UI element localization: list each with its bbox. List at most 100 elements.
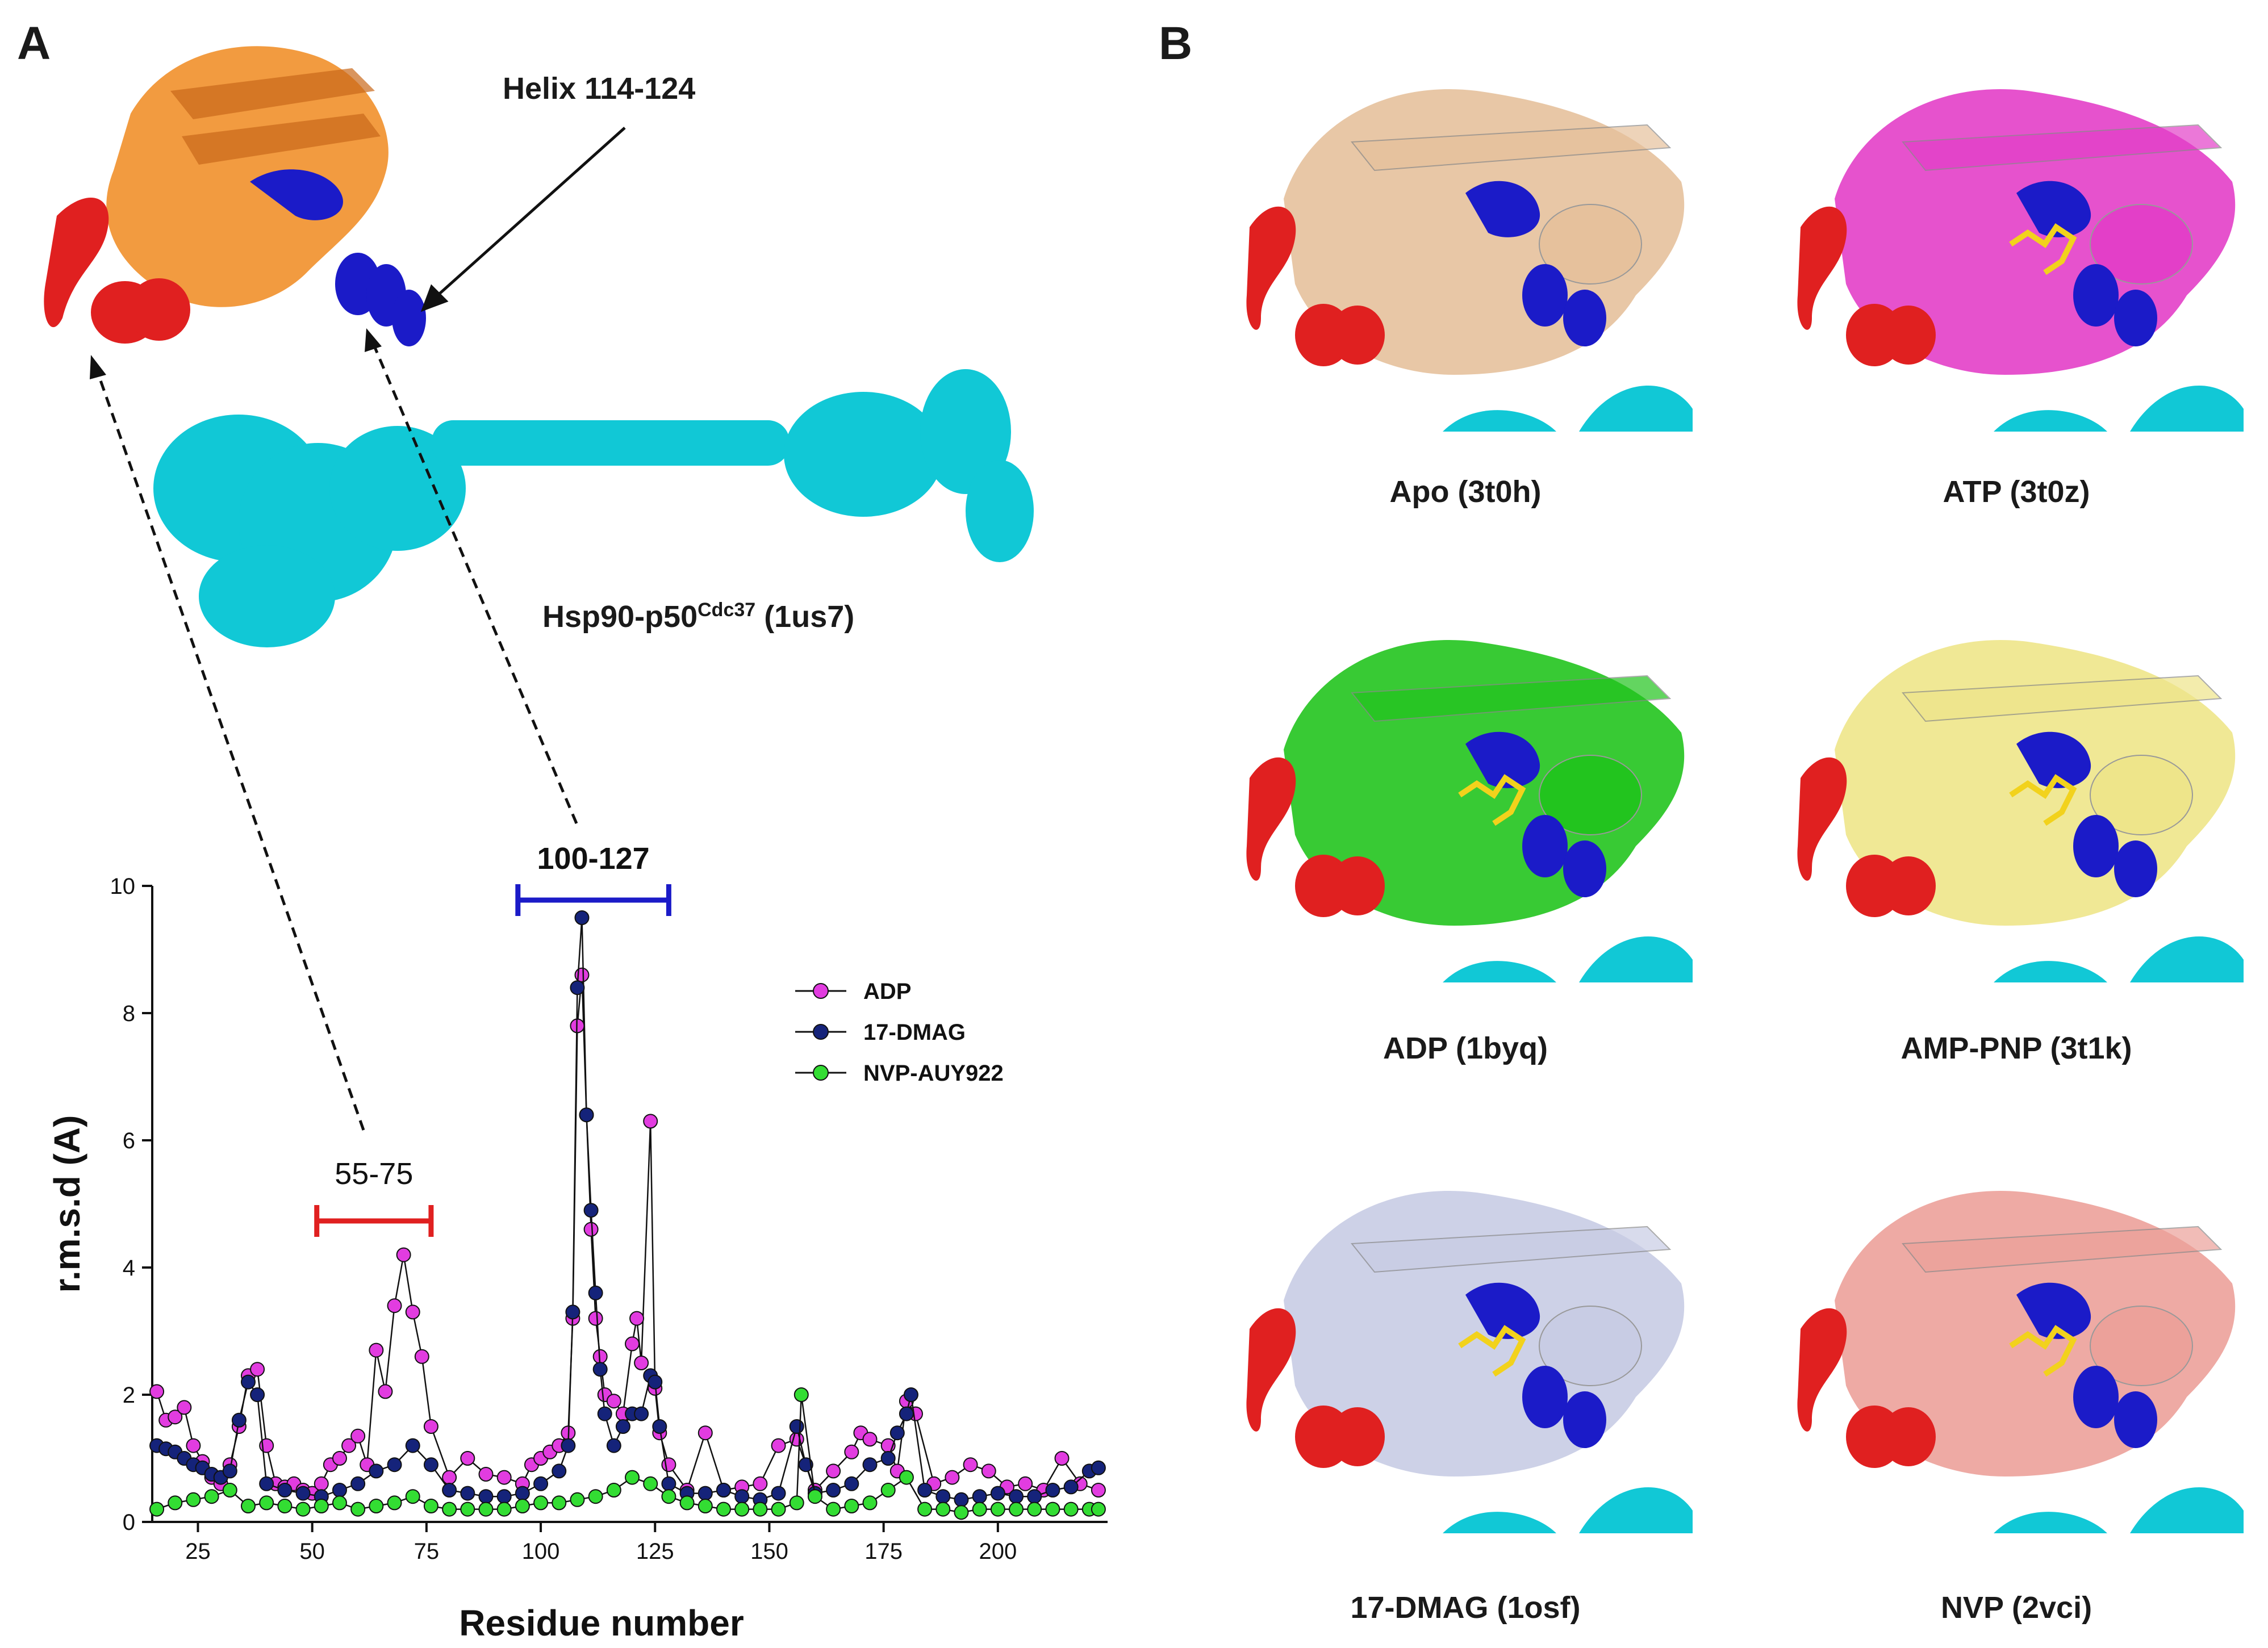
data-point bbox=[186, 1438, 201, 1453]
data-point bbox=[862, 1457, 878, 1473]
data-point bbox=[259, 1495, 274, 1511]
data-point bbox=[917, 1483, 933, 1498]
data-point bbox=[168, 1409, 183, 1425]
dashed-arrow-red bbox=[95, 369, 365, 1131]
x-tick-label: 50 bbox=[299, 1539, 325, 1564]
data-point bbox=[277, 1483, 293, 1498]
blue-helix-top bbox=[1465, 731, 1540, 788]
side-helix bbox=[2090, 204, 2193, 285]
data-point bbox=[314, 1499, 329, 1513]
data-point bbox=[862, 1432, 878, 1447]
data-point bbox=[574, 910, 590, 925]
data-point bbox=[396, 1247, 411, 1262]
y-tick-label: 0 bbox=[123, 1510, 135, 1535]
beta-sheet bbox=[1351, 675, 1672, 722]
data-point bbox=[341, 1438, 357, 1453]
thumbnail-3 bbox=[1797, 639, 2244, 982]
data-point bbox=[615, 1419, 630, 1434]
data-point bbox=[478, 1489, 494, 1504]
data-point bbox=[442, 1483, 457, 1498]
thumbnail-2 bbox=[1246, 639, 1693, 982]
data-point bbox=[250, 1387, 265, 1402]
helix-arrow bbox=[420, 127, 626, 312]
cyan-helix-2 bbox=[2130, 386, 2244, 432]
data-point bbox=[826, 1501, 841, 1517]
data-point bbox=[460, 1486, 475, 1501]
data-point bbox=[241, 1499, 256, 1513]
cyan-helix-1 bbox=[1443, 961, 1556, 982]
data-point bbox=[583, 1222, 599, 1237]
range-blue-label: 100-127 bbox=[537, 842, 650, 876]
data-point bbox=[1027, 1489, 1042, 1504]
x-tick-label: 125 bbox=[636, 1539, 674, 1564]
caption-amppnp: AMP-PNP (3t1k) bbox=[1901, 1031, 2132, 1065]
data-point bbox=[652, 1419, 667, 1434]
data-point bbox=[241, 1374, 256, 1390]
data-point bbox=[588, 1311, 603, 1326]
data-point bbox=[990, 1486, 1005, 1501]
data-point bbox=[332, 1451, 347, 1466]
beta-sheet bbox=[1902, 1225, 2223, 1273]
data-point bbox=[606, 1394, 621, 1409]
data-point bbox=[889, 1425, 905, 1441]
red-loop bbox=[1246, 1308, 1296, 1432]
x-tick-label: 150 bbox=[750, 1539, 788, 1564]
data-point bbox=[597, 1406, 612, 1421]
data-point bbox=[661, 1457, 676, 1473]
blue-helix-b bbox=[2114, 840, 2157, 897]
data-point bbox=[186, 1492, 201, 1507]
data-point bbox=[1091, 1483, 1106, 1498]
caption-atp: ATP (3t0z) bbox=[1943, 475, 2090, 509]
data-point bbox=[917, 1501, 933, 1517]
complex-label: Hsp90-p50Cdc37 (1us7) bbox=[542, 599, 854, 634]
data-point bbox=[862, 1495, 878, 1511]
side-helix bbox=[2090, 1306, 2193, 1386]
data-point bbox=[369, 1499, 384, 1513]
data-point bbox=[643, 1114, 658, 1129]
data-point bbox=[753, 1476, 768, 1491]
data-point bbox=[149, 1501, 165, 1517]
data-point bbox=[972, 1489, 987, 1504]
blue-helix-top bbox=[2016, 731, 2091, 788]
data-point bbox=[515, 1499, 530, 1513]
y-tick-label: 4 bbox=[123, 1256, 135, 1281]
thumbnail-5 bbox=[1797, 1190, 2244, 1533]
data-point bbox=[789, 1419, 804, 1434]
data-point bbox=[574, 967, 590, 982]
blue-helix-top bbox=[2016, 181, 2091, 237]
data-point bbox=[625, 1470, 640, 1485]
data-point bbox=[369, 1342, 384, 1358]
data-point bbox=[771, 1501, 786, 1517]
blue-helix-top bbox=[1465, 181, 1540, 237]
data-point bbox=[295, 1501, 311, 1517]
ligand bbox=[1458, 774, 1526, 826]
data-point bbox=[423, 1499, 438, 1513]
y-tick-label: 8 bbox=[123, 1001, 135, 1026]
data-point bbox=[405, 1304, 420, 1320]
blue-helix-top bbox=[1465, 1282, 1540, 1339]
hsp90-ntd-structure bbox=[44, 46, 426, 346]
data-point bbox=[606, 1438, 621, 1453]
legend-marker bbox=[813, 983, 829, 999]
cyan-helix-1 bbox=[1994, 961, 2107, 982]
data-point bbox=[661, 1476, 676, 1491]
data-point bbox=[826, 1463, 841, 1479]
data-point bbox=[314, 1476, 329, 1491]
data-point bbox=[496, 1489, 512, 1504]
data-point bbox=[570, 1492, 585, 1507]
side-helix bbox=[1539, 204, 1642, 285]
legend-label: ADP bbox=[863, 979, 911, 1004]
data-point bbox=[826, 1483, 841, 1498]
data-point bbox=[332, 1483, 347, 1498]
red-helix-2 bbox=[1881, 1407, 1936, 1466]
cyan-helix-2 bbox=[1579, 386, 1693, 432]
ligand bbox=[2009, 1325, 2077, 1377]
data-point bbox=[844, 1499, 859, 1513]
cyan-helix-1 bbox=[1994, 410, 2107, 432]
data-point bbox=[643, 1476, 658, 1491]
data-point bbox=[552, 1495, 567, 1511]
legend-marker bbox=[813, 1065, 829, 1081]
data-point bbox=[442, 1501, 457, 1517]
panel-b-letter: B bbox=[1159, 18, 1193, 69]
